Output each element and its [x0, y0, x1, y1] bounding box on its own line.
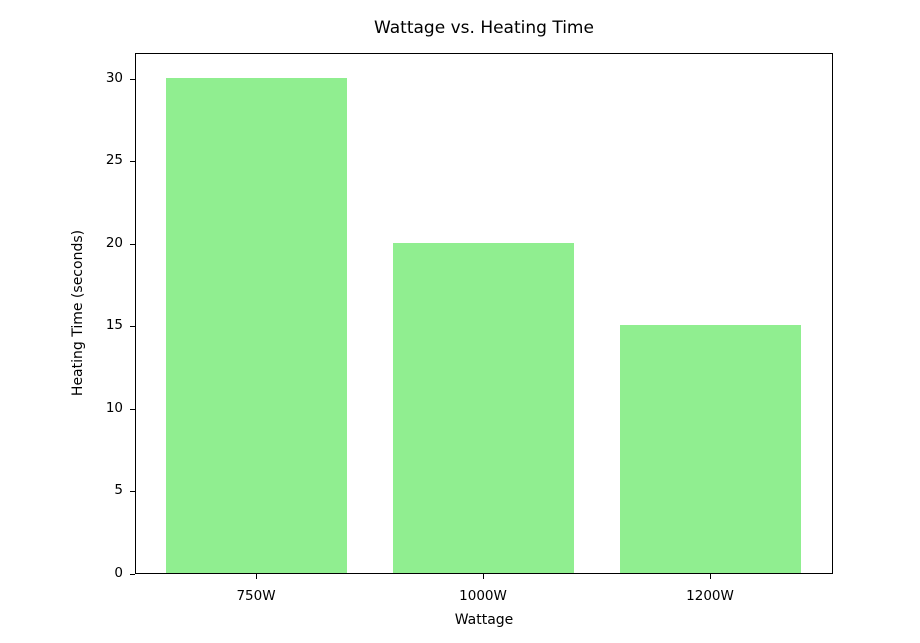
bar-750w — [166, 78, 347, 573]
y-axis-label: Heating Time (seconds) — [70, 229, 86, 397]
chart-title: Wattage vs. Heating Time — [374, 18, 594, 38]
bar-1200w — [620, 325, 801, 573]
plot-area — [135, 53, 833, 574]
x-axis-label: Wattage — [454, 612, 514, 628]
bar-1000w — [393, 243, 574, 573]
